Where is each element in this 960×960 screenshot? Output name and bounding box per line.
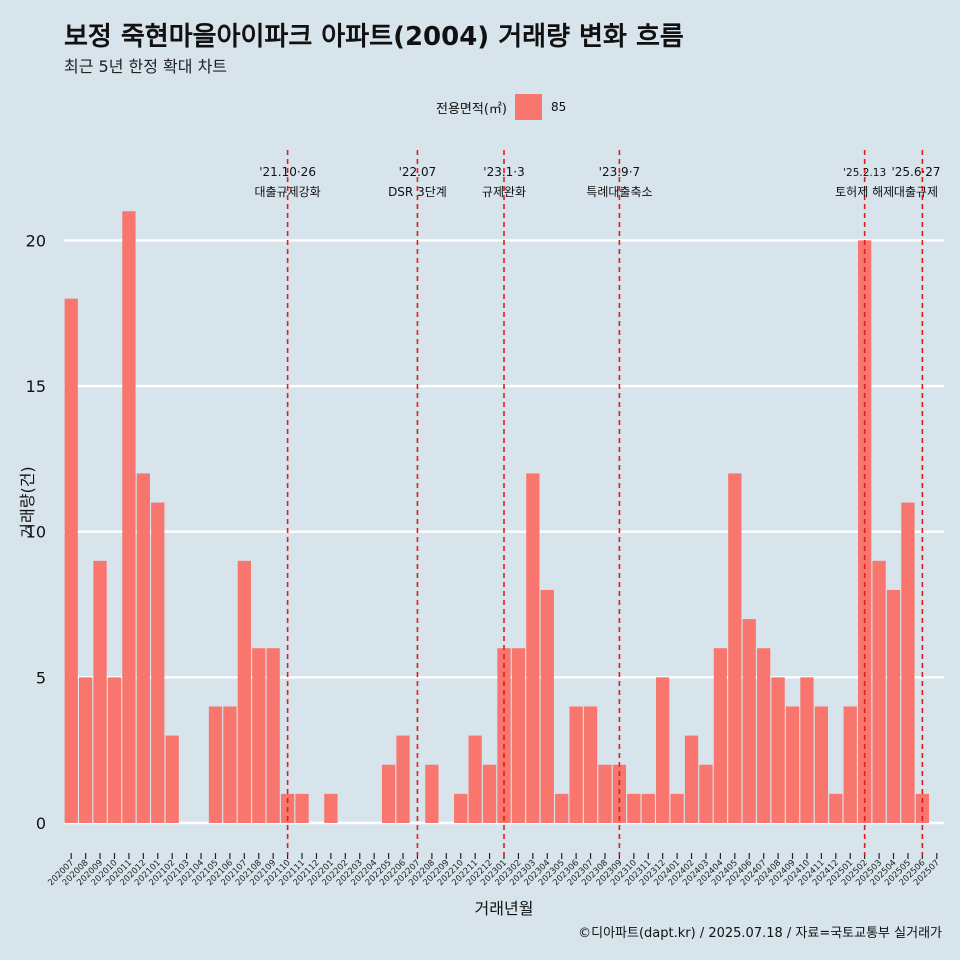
bar (425, 764, 439, 823)
y-tick-label: 15 (26, 377, 46, 396)
event-name-label: 대출규제 (894, 185, 938, 199)
bar (381, 764, 396, 823)
event-date-label: '25.6·27 (891, 165, 940, 179)
bar (454, 793, 468, 823)
bar (165, 735, 179, 823)
bar (785, 706, 800, 823)
bar (223, 706, 237, 823)
event-date-label: '25.2.13 (843, 167, 886, 179)
chart-subtitle: 최근 5년 한정 확대 차트 (64, 57, 228, 76)
bar (136, 473, 150, 823)
bar (64, 298, 78, 823)
bar (728, 473, 742, 823)
bar (684, 735, 699, 823)
chart-caption: ©디아파트(dapt.kr) / 2025.07.18 / 자료=국토교통부 실… (578, 926, 942, 941)
bar (583, 706, 598, 823)
bar (699, 764, 713, 823)
y-tick-label: 5 (36, 668, 46, 687)
bar (252, 648, 266, 823)
bar (266, 648, 280, 823)
bar (482, 764, 497, 823)
event-date-label: '22.07 (399, 165, 437, 179)
event-name-label: 대출규제강화 (254, 185, 320, 199)
legend-item-label: 85 (550, 100, 567, 114)
bar (627, 793, 641, 823)
bar (713, 648, 728, 823)
bar (829, 793, 843, 823)
x-axis-title: 거래년월 (475, 899, 534, 918)
bar (901, 502, 915, 823)
bar (151, 502, 165, 823)
bar (656, 677, 670, 823)
bar (122, 211, 136, 823)
event-date-label: '23.1·3 (483, 165, 524, 179)
bar (598, 764, 612, 823)
bar (800, 677, 814, 823)
bar (814, 706, 829, 823)
event-name-label: 특례대출축소 (586, 185, 652, 199)
chart-title: 보정 죽현마을아이파크 아파트(2004) 거래량 변화 흐름 (64, 22, 684, 52)
bar (79, 677, 93, 823)
bar (93, 560, 107, 823)
bar (569, 706, 583, 823)
bar (324, 793, 338, 823)
y-tick-label: 0 (36, 814, 46, 833)
event-name-label: 토허제 해제 (835, 185, 894, 199)
bar (872, 560, 886, 823)
bar (208, 706, 223, 823)
event-date-label: '23.9·7 (599, 165, 640, 179)
bar (757, 648, 771, 823)
y-axis-title: 거래량(건) (18, 466, 37, 537)
bar (526, 473, 540, 823)
bar (886, 589, 901, 823)
bar (555, 793, 569, 823)
bar (641, 793, 655, 823)
legend-title: 전용면적(㎡) (436, 101, 507, 117)
bar (511, 648, 526, 823)
bar (843, 706, 857, 823)
event-name-label: 규제완화 (482, 185, 526, 199)
bar (742, 619, 756, 823)
bar (396, 735, 410, 823)
bar (771, 677, 785, 823)
legend-swatch (514, 94, 542, 120)
event-date-label: '21.10·26 (259, 165, 316, 179)
bar (540, 589, 554, 823)
bar (237, 560, 251, 823)
y-tick-label: 10 (26, 523, 46, 542)
y-tick-label: 20 (26, 231, 46, 250)
bar (468, 735, 482, 823)
bar (295, 793, 309, 823)
bar (670, 793, 684, 823)
legend: 전용면적(㎡) 85 (436, 94, 566, 120)
event-name-label: DSR 3단계 (388, 185, 447, 199)
bar (107, 677, 122, 823)
